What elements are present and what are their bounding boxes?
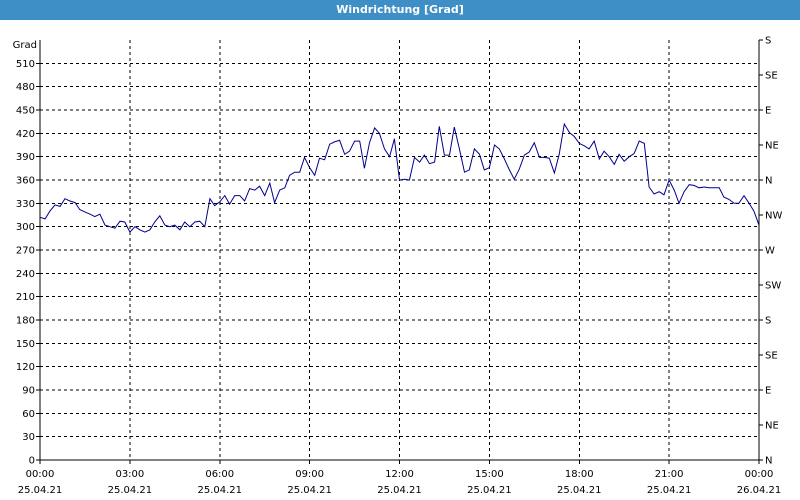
y-tick-label: 360 [16, 176, 35, 187]
x-tick-time: 12:00 [385, 469, 414, 480]
y-tick-label: 420 [16, 129, 35, 140]
y-axis-label: Grad [13, 40, 37, 51]
y-tick-label: 480 [16, 82, 35, 93]
right-tick-label: SE [765, 351, 778, 362]
right-tick-label: N [765, 456, 772, 467]
x-tick-time: 00:00 [26, 469, 55, 480]
right-tick-label: E [765, 386, 771, 397]
x-tick-date: 25.04.21 [467, 485, 512, 496]
y-tick-label: 120 [16, 362, 35, 373]
wind-direction-chart: 0 30 60 90 120 150 180 210 240 270 300 330 360 390 420… [0, 20, 800, 500]
right-tick-label: NE [765, 421, 779, 432]
x-tick-date: 25.04.21 [18, 485, 63, 496]
x-tick-time: 03:00 [115, 469, 144, 480]
x-tick-time: 21:00 [655, 469, 684, 480]
right-tick-label: S [765, 36, 771, 47]
y-tick-label: 240 [16, 269, 35, 280]
y-tick-label: 300 [16, 222, 35, 233]
y-tick-label: 330 [16, 199, 35, 210]
x-tick-date: 25.04.21 [108, 485, 153, 496]
x-tick-date: 25.04.21 [197, 485, 242, 496]
x-tick-time: 09:00 [295, 469, 324, 480]
x-tick-time: 18:00 [565, 469, 594, 480]
x-tick-date: 26.04.21 [737, 485, 782, 496]
axis-labels: 0 30 60 90 120 150 180 210 240 270 300 330 360 390 420… [13, 36, 783, 497]
y-tick-label: 30 [22, 432, 35, 443]
right-tick-label: N [765, 176, 772, 187]
x-tick-date: 25.04.21 [647, 485, 692, 496]
series-layer [39, 122, 760, 233]
x-tick-date: 25.04.21 [287, 485, 332, 496]
axes-frame [36, 39, 763, 464]
y-tick-label: 60 [22, 409, 35, 420]
x-tick-time: 15:00 [475, 469, 504, 480]
y-tick-label: 150 [16, 339, 35, 350]
x-tick-date: 25.04.21 [557, 485, 602, 496]
chart-title: Windrichtung [Grad] [0, 0, 800, 20]
y-tick-label: 0 [29, 456, 35, 467]
y-tick-label: 390 [16, 152, 35, 163]
x-tick-time: 00:00 [745, 469, 774, 480]
x-tick-date: 25.04.21 [377, 485, 422, 496]
x-tick-time: 06:00 [205, 469, 234, 480]
series-line [39, 122, 760, 233]
right-tick-label: NW [765, 211, 782, 222]
chart-background [0, 20, 800, 500]
y-tick-label: 510 [16, 59, 35, 70]
right-tick-label: S [765, 316, 771, 327]
y-tick-label: 450 [16, 106, 35, 117]
y-tick-label: 180 [16, 316, 35, 327]
right-tick-label: NE [765, 141, 779, 152]
right-tick-label: SW [765, 281, 781, 292]
right-tick-label: W [765, 246, 775, 257]
y-tick-label: 270 [16, 246, 35, 257]
grid [40, 40, 759, 460]
right-tick-label: E [765, 106, 771, 117]
y-tick-label: 90 [22, 386, 35, 397]
right-tick-label: SE [765, 71, 778, 82]
y-tick-label: 210 [16, 292, 35, 303]
